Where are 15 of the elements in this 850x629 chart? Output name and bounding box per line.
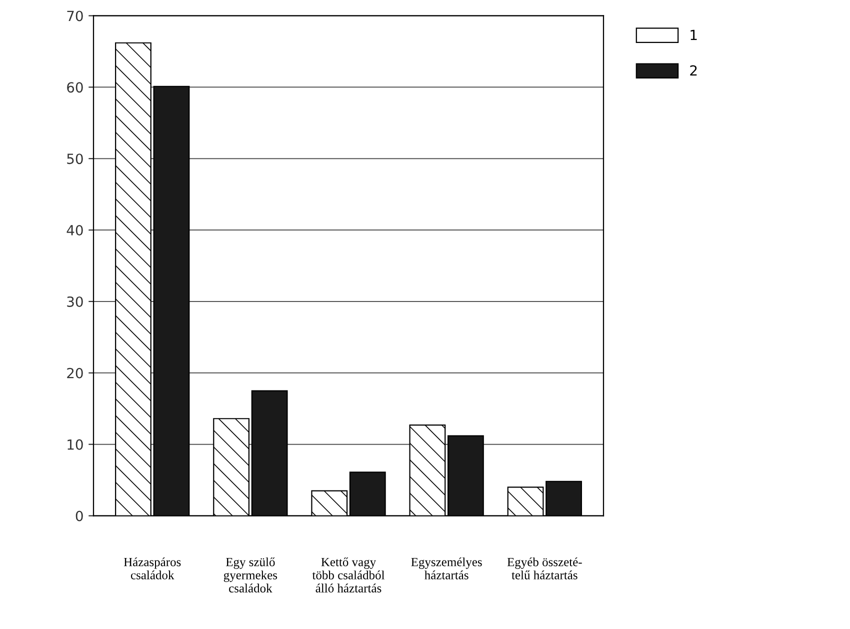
y-tick-label: 10 [68,439,83,450]
y-tick-label: 0 [76,510,83,522]
x-tick-label: Házaspáros családok [124,557,181,580]
x-tick-label: Kettő vagy több családból álló háztartás [312,557,385,592]
y-tick-label: 40 [66,225,83,236]
legend-label: 1 [690,30,697,40]
y-tick-label: 50 [67,154,83,164]
legend-label: 2 [690,65,697,76]
x-tick-label: Egyéb összeté- telű háztartás [507,557,582,580]
y-tick-label: 20 [67,368,83,378]
x-tick-label: Egy szülő gyermekes családok [224,557,278,592]
x-tick-label: Egyszemélyes háztartás [411,557,482,580]
y-tick-label: 70 [67,10,83,22]
y-tick-label: 60 [67,82,83,93]
y-tick-label: 30 [67,296,83,307]
